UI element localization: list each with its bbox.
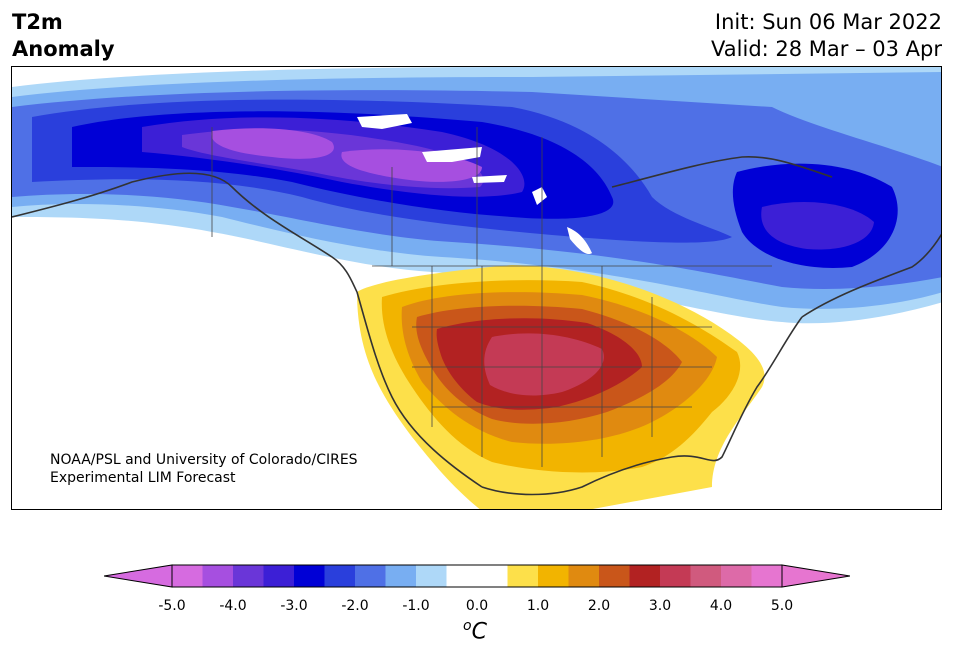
credit-line2: Experimental LIM Forecast — [50, 470, 236, 486]
anomaly-map: NOAA/PSL and University of Colorado/CIRE… — [11, 66, 942, 510]
title-anomaly: Anomaly — [12, 37, 115, 61]
colorbar-tick-label: -3.0 — [280, 598, 308, 614]
colorbar-segment — [446, 565, 478, 587]
colorbar-tick-label: 2.0 — [587, 598, 611, 614]
colorbar-segments — [172, 565, 783, 587]
great-lakes-white — [357, 114, 592, 255]
colorbar-segment — [324, 565, 356, 587]
colorbar-segment — [263, 565, 295, 587]
colorbar-tick-label: 4.0 — [709, 598, 733, 614]
colorbar-segment — [202, 565, 234, 587]
colorbar-tick-label: -1.0 — [402, 598, 430, 614]
credit-line1: NOAA/PSL and University of Colorado/CIRE… — [50, 452, 358, 468]
colorbar-tick-label: -4.0 — [219, 598, 247, 614]
colorbar-segment — [690, 565, 722, 587]
colorbar-segment — [355, 565, 386, 587]
colorbar-segment — [568, 565, 600, 587]
colorbar-segment — [416, 565, 447, 587]
colorbar-segment — [538, 565, 569, 587]
colorbar — [104, 564, 850, 588]
cold-east-inner — [761, 202, 874, 250]
colorbar-segment — [172, 565, 203, 587]
colorbar-segment — [294, 565, 325, 587]
colorbar-segment — [751, 565, 783, 587]
valid-range: Valid: 28 Mar – 03 Apr — [711, 37, 942, 61]
colorbar-segment — [660, 565, 691, 587]
colorbar-segment — [477, 565, 508, 587]
colorbar-tick-label: 1.0 — [526, 598, 550, 614]
cold-core — [211, 128, 334, 159]
colorbar-segment — [721, 565, 752, 587]
map-svg — [12, 67, 941, 509]
colorbar-frame — [171, 564, 783, 588]
coastlines — [12, 156, 941, 496]
credit-text: NOAA/PSL and University of Colorado/CIRE… — [50, 451, 358, 487]
map-title: T2m Anomaly — [12, 9, 115, 63]
colorbar-segment — [233, 565, 264, 587]
colorbar-segment — [385, 565, 417, 587]
colorbar-segment — [629, 565, 661, 587]
colorbar-over-arrow — [781, 564, 850, 588]
colorbar-tick-label: 3.0 — [648, 598, 672, 614]
colorbar-tick-label: -2.0 — [341, 598, 369, 614]
warm-core — [484, 333, 604, 396]
colorbar-segment — [507, 565, 539, 587]
forecast-dates: Init: Sun 06 Mar 2022 Valid: 28 Mar – 03… — [711, 9, 942, 63]
colorbar-under-arrow — [104, 564, 173, 588]
colorbar-ticks: -5.0 -4.0 -3.0 -2.0 -1.0 0.0 1.0 2.0 3.0 4.0 5.0 — [0, 598, 953, 618]
colorbar-segment — [599, 565, 630, 587]
colorbar-tick-label: -5.0 — [158, 598, 186, 614]
title-variable: T2m — [12, 10, 63, 34]
colorbar-unit: oC — [463, 618, 487, 645]
colorbar-tick-label: 5.0 — [770, 598, 794, 614]
colorbar-tick-label: 0.0 — [465, 598, 489, 614]
init-date: Init: Sun 06 Mar 2022 — [714, 10, 942, 34]
state-borders — [211, 127, 772, 467]
